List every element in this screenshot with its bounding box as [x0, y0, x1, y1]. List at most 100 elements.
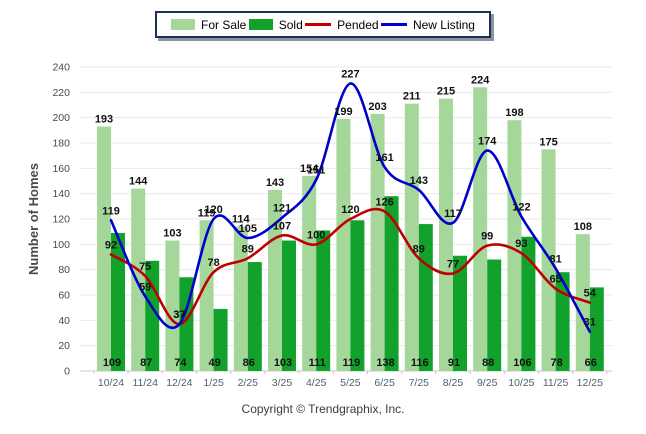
label-for-sale: 119: [198, 207, 216, 219]
x-axis-tick-label: 3/25: [272, 377, 293, 389]
y-axis-tick-label: 240: [52, 62, 70, 74]
legend-label-new-listing: New Listing: [412, 17, 475, 32]
bar-sold: [589, 287, 604, 371]
label-for-sale: 199: [334, 106, 352, 118]
bar-for-sale: [302, 175, 317, 371]
label-pended: 77: [447, 258, 459, 270]
chart-legend: For Sale Sold Pended New Listing: [155, 11, 491, 38]
y-axis-tick-label: 160: [52, 163, 70, 175]
label-pended: 78: [207, 257, 219, 269]
label-new-listing: 59: [139, 281, 151, 293]
label-sold: 49: [208, 357, 220, 369]
x-axis-tick-label: 1/25: [203, 377, 224, 389]
label-for-sale: 108: [574, 221, 592, 233]
label-pended: 107: [273, 220, 291, 232]
bar-sold: [316, 230, 331, 371]
label-pended: 75: [139, 261, 151, 273]
bar-for-sale: [473, 87, 488, 372]
y-axis-tick-label: 140: [52, 188, 70, 200]
label-for-sale: 215: [437, 86, 455, 98]
label-new-listing: 81: [549, 253, 561, 265]
x-axis-tick-label: 2/25: [238, 377, 259, 389]
y-axis-tick-label: 60: [58, 290, 70, 302]
label-pended: 54: [584, 288, 597, 300]
label-sold: 116: [411, 357, 429, 369]
label-sold: 74: [174, 357, 187, 369]
pended-line-icon: [305, 23, 332, 26]
label-sold: 106: [513, 357, 531, 369]
bar-sold: [487, 259, 502, 371]
x-axis-tick-label: 8/25: [443, 377, 464, 389]
bar-for-sale: [370, 113, 385, 371]
label-pended: 100: [307, 229, 325, 241]
label-pended: 126: [375, 196, 393, 208]
bar-for-sale: [507, 120, 522, 371]
bar-sold: [111, 232, 125, 371]
x-axis-tick-label: 10/25: [508, 377, 534, 389]
label-sold: 91: [448, 357, 460, 369]
label-sold: 78: [550, 357, 562, 369]
legend-label-for-sale: For Sale: [201, 17, 247, 32]
x-axis-tick-label: 5/25: [340, 377, 361, 389]
label-new-listing: 105: [239, 223, 257, 235]
x-axis-tick-label: 11/25: [543, 377, 569, 389]
sold-swatch-icon: [248, 19, 273, 30]
label-for-sale: 143: [266, 177, 284, 189]
label-for-sale: 154: [300, 163, 319, 175]
label-for-sale: 144: [129, 176, 148, 188]
bar-for-sale: [336, 118, 351, 371]
y-axis-tick-label: 180: [52, 138, 70, 150]
bar-sold: [453, 255, 467, 371]
label-pended: 93: [515, 238, 527, 250]
legend-label-pended: Pended: [337, 17, 379, 32]
line-pended: [109, 207, 592, 326]
label-for-sale: 103: [163, 228, 181, 240]
x-axis-tick-label: 12/24: [166, 377, 192, 389]
label-pended: 37: [173, 309, 185, 321]
bar-for-sale: [575, 234, 590, 371]
label-for-sale: 193: [95, 114, 113, 126]
label-pended: 92: [105, 239, 117, 251]
label-pended: 65: [549, 274, 561, 286]
label-new-listing: 120: [204, 204, 222, 216]
x-axis-tick-label: 6/25: [374, 377, 395, 389]
legend-item-new-listing: New Listing: [380, 17, 475, 32]
bar-sold: [521, 236, 536, 371]
label-sold: 138: [376, 357, 394, 369]
y-axis-tick-label: 200: [52, 112, 70, 124]
x-axis-tick-label: 12/25: [577, 377, 603, 389]
bar-for-sale: [268, 189, 282, 371]
y-axis-tick-label: 0: [64, 366, 70, 378]
bar-sold: [213, 308, 228, 371]
label-new-listing: 151: [307, 165, 325, 177]
y-axis-tick-label: 20: [58, 340, 70, 352]
legend-item-for-sale: For Sale: [171, 18, 246, 32]
x-axis-tick-label: 7/25: [409, 377, 430, 389]
new-listing-line-icon: [380, 23, 407, 26]
bar-sold: [555, 272, 570, 371]
label-new-listing: 227: [341, 68, 359, 80]
y-axis-tick-label: 220: [52, 87, 70, 99]
bar-for-sale: [199, 220, 214, 371]
bar-for-sale: [97, 126, 111, 372]
legend-item-sold: Sold: [248, 17, 303, 32]
label-new-listing: 121: [273, 203, 291, 215]
label-sold: 88: [482, 357, 494, 369]
label-new-listing: 37: [173, 309, 185, 321]
bar-sold: [247, 262, 262, 371]
label-for-sale: 211: [403, 91, 421, 103]
y-axis-tick-label: 80: [58, 264, 70, 276]
label-pended: 89: [242, 243, 254, 255]
y-axis-title: Number of Homes: [26, 163, 41, 275]
bar-sold: [282, 240, 296, 371]
label-new-listing: 31: [584, 317, 596, 329]
label-sold: 87: [140, 357, 152, 369]
label-sold: 86: [243, 357, 255, 369]
bar-sold: [145, 260, 160, 371]
label-sold: 109: [103, 357, 121, 369]
legend-label-sold: Sold: [278, 17, 303, 32]
label-new-listing: 119: [102, 205, 120, 217]
label-sold: 103: [274, 357, 292, 369]
